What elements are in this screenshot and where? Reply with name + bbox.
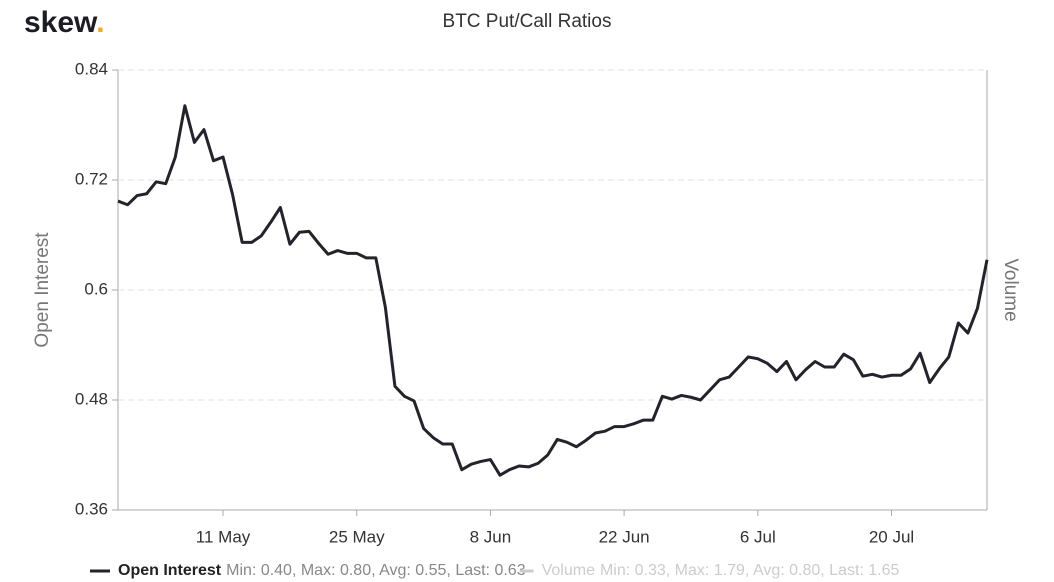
legend-summary: Min: 0.40, Max: 0.80, Avg: 0.55, Last: 0… [226,562,526,579]
legend-summary: Min: 0.33, Max: 1.79, Avg: 0.80, Last: 1… [600,562,900,579]
legend-entry: Open Interest [118,562,222,579]
y-tick-label: 0.84 [75,59,108,78]
x-tick-label: 20 Jul [869,527,914,546]
x-tick-label: 6 Jul [740,527,776,546]
x-tick-label: 25 May [329,527,385,546]
y-tick-label: 0.6 [84,279,108,298]
legend-entry: Volume [542,562,595,579]
y-axis-label: Open Interest [32,232,53,348]
y-tick-label: 0.48 [75,389,108,408]
logo-text: skew [24,6,98,39]
y-tick-label: 0.36 [75,499,108,518]
logo: skew. [24,6,105,39]
y2-axis-label: Volume [1000,258,1021,321]
chart-title: BTC Put/Call Ratios [443,11,612,32]
line-series [117,104,989,477]
logo-dot: . [96,6,104,39]
x-tick-label: 22 Jun [599,527,650,546]
x-tick-label: 8 Jun [470,527,512,546]
y-tick-label: 0.72 [75,169,108,188]
x-tick-label: 11 May [196,527,251,546]
